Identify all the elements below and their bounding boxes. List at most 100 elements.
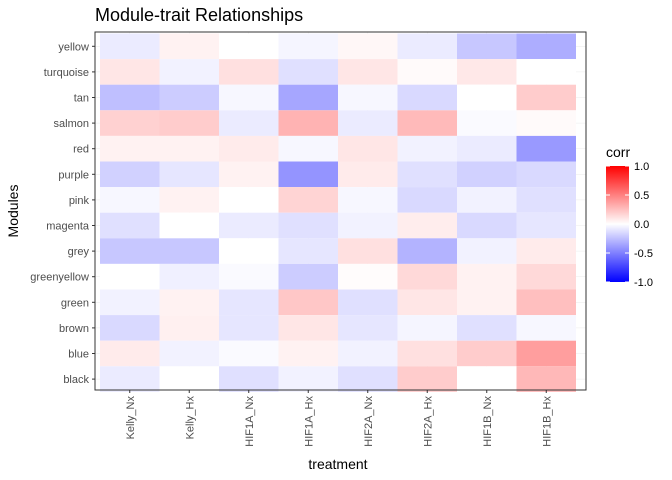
heatmap-cell-black-HIF2A_Hx [397, 366, 457, 392]
heatmap-cell-salmon-Kelly_Hx [159, 110, 219, 136]
y-tick-label: greenyellow [30, 272, 89, 284]
heatmap-cell-red-HIF1B_Nx [457, 135, 517, 162]
heatmap-cell-brown-HIF1B_Nx [457, 315, 517, 341]
heatmap-cell-turquoise-HIF2A_Hx [397, 59, 457, 85]
heatmap-cell-grey-HIF2A_Hx [397, 238, 457, 264]
heatmap-cell-magenta-Kelly_Hx [159, 212, 219, 239]
legend-tick-label: 0.0 [634, 219, 649, 231]
heatmap-cell-yellow-HIF2A_Nx [338, 33, 398, 60]
heatmap-cell-yellow-HIF1B_Hx [516, 33, 576, 60]
heatmap-cell-brown-HIF1A_Hx [278, 315, 338, 341]
heatmap-cell-blue-HIF1B_Hx [516, 340, 576, 367]
heatmap-cell-purple-HIF2A_Hx [397, 161, 457, 188]
heatmap-cell-magenta-HIF2A_Hx [397, 212, 457, 239]
heatmap-cell-purple-Kelly_Nx [100, 161, 160, 188]
x-tick-label: HIF1B_Hx [541, 396, 553, 447]
heatmap-cell-magenta-HIF1B_Nx [457, 212, 517, 239]
heatmap-cell-brown-HIF1A_Nx [219, 315, 279, 341]
heatmap-cell-turquoise-HIF1B_Nx [457, 59, 517, 85]
heatmap-cell-black-HIF1A_Nx [219, 366, 279, 392]
heatmap-cell-tan-HIF1B_Nx [457, 84, 517, 111]
heatmap-cell-green-Kelly_Hx [159, 289, 219, 316]
heatmap-cell-salmon-HIF1A_Hx [278, 110, 338, 136]
heatmap-cell-pink-HIF1B_Hx [516, 187, 576, 213]
heatmap-cell-green-HIF2A_Hx [397, 289, 457, 316]
heatmap-cell-greenyellow-HIF2A_Nx [338, 263, 398, 290]
heatmap-cell-blue-Kelly_Nx [100, 340, 160, 367]
heatmap-cell-magenta-Kelly_Nx [100, 212, 160, 239]
y-tick-label: grey [68, 246, 90, 258]
heatmap-cell-yellow-HIF1A_Nx [219, 33, 279, 60]
chart-title: Module-trait Relationships [95, 5, 303, 25]
heatmap-cell-greenyellow-HIF1A_Nx [219, 263, 279, 290]
heatmap-cell-turquoise-Kelly_Hx [159, 59, 219, 85]
heatmap-cell-red-HIF1A_Nx [219, 135, 279, 162]
heatmap-cell-grey-HIF1A_Nx [219, 238, 279, 264]
x-tick-label: Kelly_Hx [184, 396, 196, 440]
heatmap-cell-green-Kelly_Nx [100, 289, 160, 316]
heatmap-cell-salmon-HIF1B_Nx [457, 110, 517, 136]
y-tick-label: green [61, 297, 89, 309]
legend-colorbar [606, 166, 629, 282]
heatmap-cell-brown-HIF1B_Hx [516, 315, 576, 341]
x-tick-label: HIF1A_Nx [244, 396, 256, 447]
legend-tick-label: -0.5 [634, 248, 653, 260]
heatmap-cell-green-HIF1B_Nx [457, 289, 517, 316]
heatmap-cell-salmon-HIF1B_Hx [516, 110, 576, 136]
heatmap-cell-red-HIF2A_Nx [338, 135, 398, 162]
heatmap-cell-tan-Kelly_Hx [159, 84, 219, 111]
heatmap-cell-grey-Kelly_Hx [159, 238, 219, 264]
heatmap-cell-blue-HIF2A_Nx [338, 340, 398, 367]
y-tick-label: tan [74, 93, 89, 105]
heatmap-cell-green-HIF1A_Hx [278, 289, 338, 316]
heatmap-cell-blue-Kelly_Hx [159, 340, 219, 367]
heatmap-cell-turquoise-HIF2A_Nx [338, 59, 398, 85]
heatmap-cell-black-Kelly_Nx [100, 366, 160, 392]
heatmap-cell-black-HIF2A_Nx [338, 366, 398, 392]
heatmap-cell-blue-HIF1A_Hx [278, 340, 338, 367]
heatmap-cell-greenyellow-HIF2A_Hx [397, 263, 457, 290]
heatmap-cell-yellow-HIF1B_Nx [457, 33, 517, 60]
heatmap-cell-brown-HIF2A_Nx [338, 315, 398, 341]
heatmap-cell-salmon-HIF2A_Nx [338, 110, 398, 136]
legend-tick-label: 1.0 [634, 161, 649, 173]
heatmap-cell-purple-HIF2A_Nx [338, 161, 398, 188]
heatmap-cell-green-HIF1A_Nx [219, 289, 279, 316]
heatmap-cell-turquoise-HIF1B_Hx [516, 59, 576, 85]
heatmap-cell-pink-Kelly_Hx [159, 187, 219, 213]
heatmap-cell-purple-HIF1A_Nx [219, 161, 279, 188]
y-tick-label: yellow [58, 41, 89, 53]
heatmap-cell-magenta-HIF2A_Nx [338, 212, 398, 239]
legend: corr 1.0 0.5 0.0 -0.5 -1.0 [606, 144, 653, 289]
heatmap-cell-greenyellow-Kelly_Hx [159, 263, 219, 290]
heatmap-cell-pink-HIF2A_Hx [397, 187, 457, 213]
y-tick-label: salmon [54, 118, 89, 130]
heatmap-cell-grey-HIF2A_Nx [338, 238, 398, 264]
heatmap-cell-red-HIF2A_Hx [397, 135, 457, 162]
y-axis-title: Modules [5, 185, 21, 238]
x-axis-title: treatment [308, 456, 367, 472]
heatmap-cell-blue-HIF2A_Hx [397, 340, 457, 367]
heatmap-cell-grey-HIF1B_Nx [457, 238, 517, 264]
heatmap-cell-pink-HIF1A_Hx [278, 187, 338, 213]
y-tick-label: black [63, 374, 89, 386]
legend-title: corr [606, 144, 630, 160]
x-tick-label: Kelly_Nx [125, 396, 137, 440]
heatmap-cell-turquoise-Kelly_Nx [100, 59, 160, 85]
y-tick-label: red [73, 144, 89, 156]
heatmap-cell-tan-HIF2A_Hx [397, 84, 457, 111]
heatmap-cell-brown-HIF2A_Hx [397, 315, 457, 341]
heatmap-cell-green-HIF2A_Nx [338, 289, 398, 316]
heatmap-cell-turquoise-HIF1A_Nx [219, 59, 279, 85]
y-tick-label: blue [68, 349, 89, 361]
heatmap-cell-red-HIF1B_Hx [516, 135, 576, 162]
heatmap-cell-tan-HIF1A_Nx [219, 84, 279, 111]
heatmap-cell-black-HIF1B_Nx [457, 366, 517, 392]
y-tick-label: pink [69, 195, 90, 207]
heatmap-cell-black-HIF1B_Hx [516, 366, 576, 392]
heatmap-cell-yellow-Kelly_Hx [159, 33, 219, 60]
heatmap-cell-tan-HIF2A_Nx [338, 84, 398, 111]
x-tick-label: HIF2A_Nx [363, 396, 375, 447]
heatmap-cell-blue-HIF1A_Nx [219, 340, 279, 367]
